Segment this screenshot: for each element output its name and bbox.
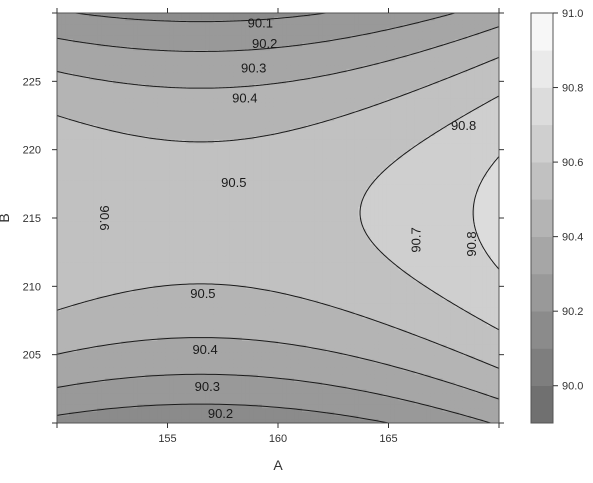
contour-line	[57, 13, 389, 423]
contour-label: 90.6	[97, 205, 112, 230]
colorbar-segment	[531, 348, 553, 387]
colorbar-segment	[531, 199, 553, 237]
y-tick-label: 205	[23, 350, 41, 362]
contour-line	[472, 156, 499, 270]
colorbar-tick-label: 90.8	[562, 83, 583, 95]
colorbar-tick-label: 91.0	[562, 8, 583, 20]
contour-line	[57, 13, 491, 423]
y-tick-label: 215	[23, 213, 41, 225]
x-axis: 155 160 165	[56, 8, 500, 445]
colorbar-tick-label: 90.4	[562, 232, 583, 244]
colorbar-segment	[531, 236, 553, 275]
colorbar-tick-label: 90.6	[562, 157, 583, 169]
contour-line	[57, 26, 499, 400]
colorbar-segment	[531, 273, 553, 312]
contour-label: 90.4	[232, 91, 257, 106]
y-axis-title: B	[0, 213, 12, 222]
x-tick-label: 165	[379, 433, 397, 445]
y-tick-label: 210	[23, 281, 41, 293]
plot-area: 90.1 90.2 90.3 90.4 90.5 90.6 90.8 90.7 90.8 90.5…	[56, 12, 500, 424]
x-axis-title: A	[273, 457, 283, 473]
colorbar: 90.0 90.2 90.4 90.6 90.8 91.0	[530, 8, 583, 424]
contour-label: 90.8	[464, 231, 479, 256]
colorbar-segment	[531, 124, 553, 163]
contour-bands	[57, 13, 499, 423]
colorbar-segment	[531, 311, 553, 349]
contour-label: 90.2	[208, 406, 233, 421]
x-tick-label: 155	[158, 433, 176, 445]
colorbar-segment	[531, 162, 553, 200]
colorbar-tick-label: 90.0	[562, 381, 583, 393]
contour-line	[57, 56, 499, 369]
contour-label: 90.8	[451, 118, 476, 133]
contour-label: 90.5	[221, 175, 246, 190]
contour-line	[359, 95, 499, 331]
contour-label: 90.2	[252, 36, 277, 51]
x-tick-label: 160	[269, 433, 287, 445]
contour-labels: 90.1 90.2 90.3 90.4 90.5 90.6 90.8 90.7 90.8 90.5…	[97, 15, 479, 421]
contour-lines	[57, 13, 499, 423]
contour-label: 90.5	[190, 286, 215, 301]
y-tick-label: 220	[23, 145, 41, 157]
colorbar-frame	[530, 12, 554, 424]
colorbar-segment	[531, 385, 553, 424]
y-tick-label: 225	[23, 76, 41, 88]
colorbar-tick-label: 90.2	[562, 306, 583, 318]
colorbar-segment	[531, 50, 553, 88]
colorbar-segment	[531, 87, 553, 126]
contour-label: 90.3	[195, 379, 220, 394]
contour-label: 90.4	[192, 342, 217, 357]
colorbar-segment	[531, 13, 553, 51]
contour-label: 90.1	[248, 15, 273, 30]
contour-label: 90.3	[241, 60, 266, 75]
contour-label: 90.7	[409, 227, 424, 252]
y-axis: 205 210 215 220 225	[23, 12, 504, 424]
